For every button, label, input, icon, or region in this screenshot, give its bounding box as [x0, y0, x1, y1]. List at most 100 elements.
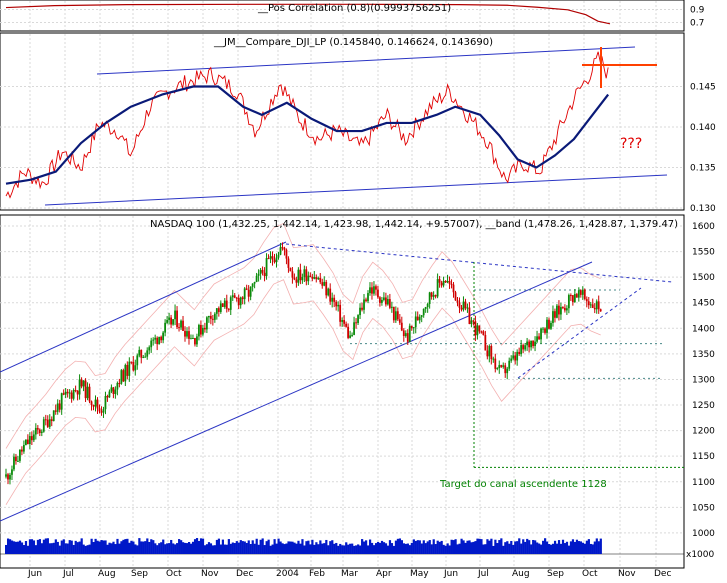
candle-body	[424, 307, 427, 309]
x-tick-label: Jul	[477, 569, 489, 578]
candle-body	[116, 382, 119, 390]
volume-bar	[76, 542, 79, 554]
y-tick-label: 1500	[692, 273, 715, 283]
volume-bar	[450, 539, 453, 554]
candle-body	[436, 279, 439, 297]
volume-bar	[152, 540, 155, 554]
candle-body	[152, 339, 155, 341]
x-tick-label: Jun	[443, 569, 458, 578]
candle-body	[514, 355, 517, 361]
candle-body	[174, 310, 176, 320]
volume-bar	[116, 538, 119, 554]
candle-body	[225, 300, 228, 309]
candle-body	[554, 311, 556, 318]
candle-body	[243, 288, 246, 300]
candle-body	[219, 303, 222, 312]
volume-bar	[32, 540, 36, 554]
candle-body	[558, 305, 560, 315]
volume-bar	[287, 541, 290, 554]
candle-body	[595, 301, 598, 310]
candle-body	[229, 297, 232, 310]
candle-body	[11, 469, 13, 475]
volume-bar	[313, 544, 316, 554]
volume-bar	[136, 545, 139, 554]
volume-bar	[241, 541, 244, 554]
x-tick-label: Sep	[131, 569, 148, 578]
candle-body	[217, 308, 220, 312]
y-tick-label: 0.140	[690, 123, 716, 133]
candle-body	[17, 460, 19, 462]
volume-bar	[245, 542, 248, 554]
y-tick-label: 1250	[692, 401, 715, 411]
volume-bar	[404, 543, 407, 554]
correlation-title: __Pos Correlation (0.8)(0.9993756251)	[257, 3, 451, 14]
volume-bar	[297, 540, 300, 554]
volume-bar	[140, 541, 143, 554]
candle-body	[118, 382, 121, 384]
volume-bar	[472, 541, 475, 554]
candle-body	[309, 275, 312, 277]
candle-body	[563, 307, 566, 311]
candle-body	[400, 322, 403, 331]
candle-body	[377, 289, 379, 298]
candle-body	[333, 297, 336, 302]
volume-bar	[587, 539, 590, 554]
y-tick-label: 1100	[692, 478, 715, 488]
candle-body	[494, 358, 497, 369]
candle-body	[178, 327, 180, 329]
candle-body	[261, 269, 264, 273]
candle-body	[200, 324, 202, 335]
x-tick-label: Nov	[201, 569, 219, 578]
candle-body	[164, 322, 167, 333]
volume-bar	[144, 541, 147, 554]
volume-bar	[347, 544, 350, 554]
volume-bar	[542, 540, 545, 554]
volume-bar	[235, 541, 238, 554]
volume-bar	[154, 543, 157, 554]
candle-body	[48, 419, 51, 427]
volume-bar	[189, 543, 193, 554]
candle-body	[464, 301, 467, 309]
volume-bar	[488, 540, 491, 554]
candle-body	[90, 401, 93, 406]
candle-body	[253, 282, 256, 284]
candle-body	[211, 318, 214, 320]
candle-body	[128, 361, 131, 376]
volume-bar	[207, 542, 211, 554]
candle-body	[404, 333, 407, 337]
candle-body	[285, 249, 288, 259]
volume-bar	[305, 541, 308, 554]
volume-bar	[414, 540, 417, 554]
volume-bar	[273, 539, 276, 554]
candle-body	[512, 355, 515, 359]
compare-title: __JM__Compare_DJI_LP (0.145840, 0.146624…	[213, 37, 493, 48]
volume-bar	[124, 539, 127, 554]
volume-bar	[470, 542, 473, 554]
candle-body	[72, 390, 75, 399]
volume-bar	[281, 543, 284, 554]
volume-bar	[581, 542, 584, 554]
volume-bar	[205, 544, 209, 554]
y-tick-label: 1550	[692, 248, 715, 258]
volume-bar	[233, 543, 236, 554]
volume-bar	[337, 545, 340, 554]
candle-body	[456, 300, 459, 303]
candle-body	[540, 328, 542, 340]
candle-body	[571, 295, 574, 303]
candle-body	[277, 254, 280, 258]
volume-bar	[432, 539, 435, 554]
volume-bar	[289, 541, 292, 554]
volume-bars	[0, 538, 684, 555]
volume-bar	[363, 541, 366, 554]
candle-body	[414, 316, 417, 328]
candle-body	[281, 247, 284, 249]
upper-ascending-channel	[0, 241, 287, 373]
volume-bar	[195, 538, 199, 554]
volume-bar	[249, 544, 252, 554]
candle-body	[13, 456, 15, 470]
volume-bar	[428, 540, 431, 554]
candle-body	[438, 279, 441, 283]
candle-body	[331, 297, 334, 302]
candle-body	[176, 310, 178, 328]
volume-bar	[335, 542, 338, 554]
